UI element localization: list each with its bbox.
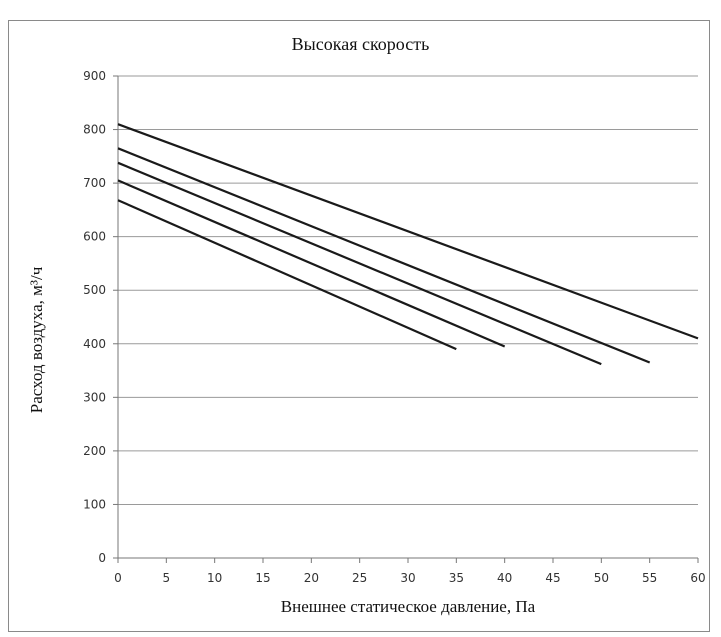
series-line-5: [117, 199, 457, 351]
y-tick-label: 700: [83, 176, 106, 190]
x-tick-label: 35: [449, 571, 464, 585]
x-tick-label: 0: [114, 571, 122, 585]
x-tick-label: 15: [255, 571, 270, 585]
x-tick-label: 40: [497, 571, 512, 585]
y-tick-label: 500: [83, 283, 106, 297]
x-axis-label: Внешнее статическое давление, Па: [280, 597, 536, 616]
x-tick-label: 10: [207, 571, 222, 585]
y-tick-label: 200: [83, 444, 106, 458]
x-tick-label: 5: [163, 571, 171, 585]
y-tick-label: 0: [98, 551, 106, 565]
chart-frame: [8, 20, 710, 632]
y-tick-label: 800: [83, 123, 106, 137]
y-tick-label: 600: [83, 230, 106, 244]
x-tick-label: 30: [400, 571, 415, 585]
x-tick-label: 55: [642, 571, 657, 585]
y-tick-label: 100: [83, 497, 106, 511]
y-tick-label: 300: [83, 390, 106, 404]
top-strip: [0, 0, 721, 20]
y-tick-labels: 0 100 200 300 400 500 600 700 800 900: [83, 69, 106, 565]
series-line-3: [117, 161, 602, 366]
series-line-2: [117, 147, 651, 364]
x-tick-label: 50: [594, 571, 609, 585]
series-line-4: [117, 179, 506, 348]
axes: [113, 75, 699, 563]
grid-lines: [118, 75, 698, 505]
x-tick-label: 60: [690, 571, 705, 585]
series-line-1: [117, 123, 699, 340]
series-lines: [117, 123, 699, 366]
chart-title: Высокая скорость: [291, 34, 430, 54]
x-tick-label: 20: [304, 571, 319, 585]
x-tick-label: 45: [545, 571, 560, 585]
x-tick-labels: 0 5 10 15 20 25 30 35 40 45 50 55 60: [114, 571, 705, 585]
x-tick-label: 25: [352, 571, 367, 585]
y-tick-label: 400: [83, 337, 106, 351]
y-tick-label: 900: [83, 69, 106, 83]
